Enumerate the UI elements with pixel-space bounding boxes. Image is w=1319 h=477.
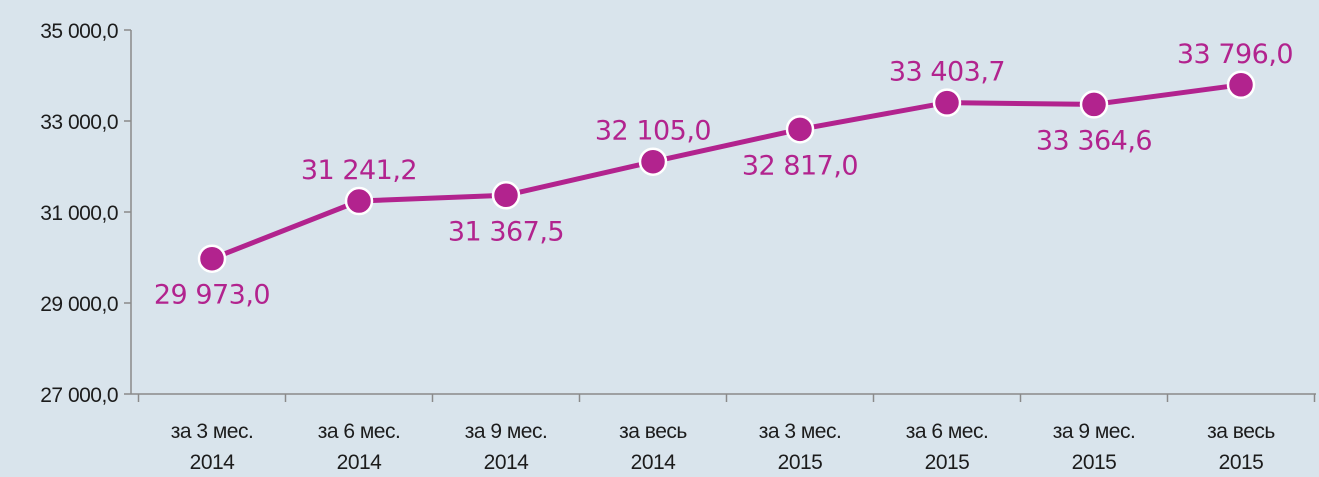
y-tick-label: 35 000,0 [40, 20, 118, 43]
x-tick-label-year: 2014 [190, 451, 236, 474]
x-tick-label-period: за весь [619, 420, 687, 443]
y-tick-label: 33 000,0 [40, 111, 118, 134]
y-tick-label: 31 000,0 [40, 202, 118, 225]
data-label: 32 817,0 [742, 150, 858, 181]
x-tick-label-year: 2014 [337, 451, 383, 474]
x-tick-label-period: за 9 мес. [1053, 420, 1136, 443]
data-point [1226, 70, 1256, 100]
data-point [197, 244, 227, 273]
x-tick-label-period: за 9 мес. [465, 420, 548, 443]
series-line [211, 82, 1242, 262]
x-tick-label-year: 2015 [925, 451, 970, 474]
data-label: 33 403,7 [889, 57, 1005, 88]
data-label: 31 367,5 [448, 216, 564, 247]
data-point [785, 115, 815, 144]
x-tick-label-year: 2014 [484, 451, 530, 474]
data-point [491, 181, 521, 210]
data-label: 33 796,0 [1177, 39, 1293, 70]
data-label: 31 241,2 [301, 155, 417, 186]
x-tick-label-period: за весь [1207, 420, 1275, 443]
x-tick-label-year: 2015 [1219, 451, 1264, 474]
data-point [1079, 90, 1109, 119]
data-label: 32 105,0 [595, 116, 711, 147]
data-labels: 29 973,0 31 241,2 31 367,5 32 105,0 32 817,0… [154, 39, 1294, 311]
x-tick-label-period: за 6 мес. [318, 420, 401, 443]
x-tick-label-year: 2015 [778, 451, 823, 474]
data-point [932, 88, 962, 117]
x-tick-label-period: за 3 мес. [759, 420, 842, 443]
y-tick-label: 27 000,0 [40, 384, 118, 407]
y-ticks: 35 000,0 33 000,0 31 000,0 29 000,0 27 000,0 [40, 20, 131, 407]
x-tick-label-period: за 6 мес. [906, 420, 989, 443]
data-point [638, 147, 668, 176]
data-label: 29 973,0 [154, 280, 270, 311]
x-tick-label-year: 2015 [1072, 451, 1117, 474]
data-label: 33 364,6 [1036, 125, 1152, 156]
x-ticks: за 3 мес. 2014 за 6 мес. 2014 за 9 мес. 2014 з… [137, 394, 1316, 474]
x-tick-label-year: 2014 [631, 451, 677, 474]
y-tick-label: 29 000,0 [40, 293, 118, 316]
data-point [344, 186, 374, 216]
data-points [197, 70, 1256, 273]
x-tick-label-period: за 3 мес. [171, 420, 254, 443]
